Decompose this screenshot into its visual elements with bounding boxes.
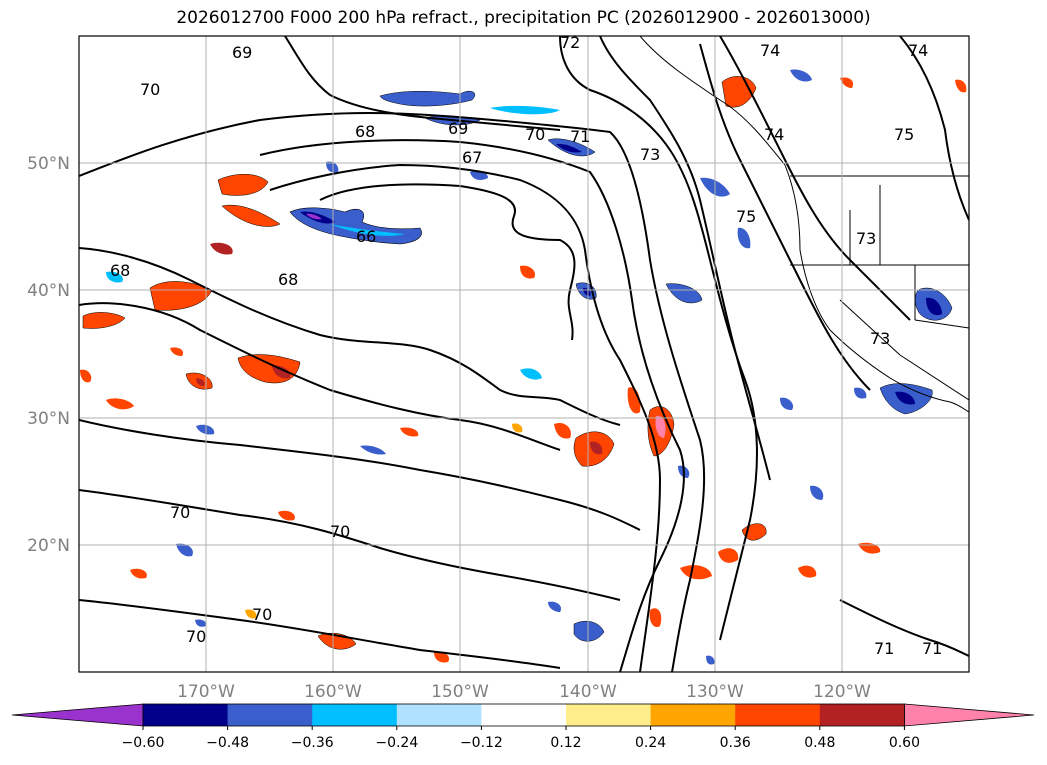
lon-label-150w: 150°W [431, 682, 489, 702]
latitude-labels: 20°N 30°N 40°N 50°N [27, 154, 70, 556]
contour-label-68-c: 68 [110, 261, 130, 280]
contour-label-71-a: 71 [570, 127, 590, 146]
colorbar-cell [819, 704, 905, 726]
colorbar-tick-label: −0.48 [206, 735, 249, 751]
contour-label-73-b: 73 [856, 229, 876, 248]
contour-label-70-b: 70 [140, 80, 160, 99]
lon-label-120w: 120°W [813, 682, 871, 702]
contour-label-69-b: 69 [232, 43, 252, 62]
contour-label-67: 67 [462, 148, 482, 167]
contour-label-71-b: 71 [874, 639, 894, 658]
colorbar-tick-label: 0.12 [550, 735, 581, 751]
contour-label-68-b: 68 [278, 270, 298, 289]
contour-label-71-c: 71 [922, 639, 942, 658]
lat-label-20n: 20°N [27, 536, 70, 556]
contour-label-69-a: 69 [448, 119, 468, 138]
lat-label-50n: 50°N [27, 154, 70, 174]
contour-labels: 66 67 68 68 68 69 69 70 70 70 70 70 70 7… [110, 33, 942, 658]
colorbar-cell [143, 704, 229, 726]
colorbar-frame [142, 703, 905, 727]
lat-label-30n: 30°N [27, 409, 70, 429]
map-panel: 66 67 68 68 68 69 69 70 70 70 70 70 70 7… [78, 33, 970, 673]
colorbar-ticks: −0.60 −0.48 −0.36 −0.24 −0.12 0.12 0.24 0.36 0.4… [122, 726, 920, 751]
colorbar-cell [396, 704, 482, 726]
lon-label-170w: 170°W [177, 682, 235, 702]
colorbar-cell [566, 704, 652, 726]
map-background [79, 36, 969, 672]
colorbar-extend-high [904, 703, 1035, 727]
lat-label-40n: 40°N [27, 281, 70, 301]
contour-label-70-f: 70 [186, 627, 206, 646]
contour-label-66: 66 [356, 227, 376, 246]
lon-label-140w: 140°W [559, 682, 617, 702]
colorbar-cell [650, 704, 736, 726]
colorbar-tick-label: 0.24 [635, 735, 666, 751]
lon-label-160w: 160°W [304, 682, 362, 702]
contour-label-74-c: 74 [908, 41, 928, 60]
contour-lines [79, 36, 969, 672]
colorbar-cell [227, 704, 313, 726]
lon-label-130w: 130°W [686, 682, 744, 702]
map-frame [78, 35, 970, 673]
map-title: 2026012700 F000 200 hPa refract., precip… [176, 8, 871, 28]
contour-label-74-a: 74 [760, 41, 780, 60]
contour-label-70-a: 70 [525, 125, 545, 144]
contour-label-75-a: 75 [736, 207, 756, 226]
colorbar-tick-label: 0.36 [720, 735, 751, 751]
colorbar-cells [11, 703, 1035, 727]
longitude-labels: 170°W 160°W 150°W 140°W 130°W 120°W [177, 682, 871, 702]
contour-label-70-d: 70 [330, 522, 350, 541]
contour-label-72: 72 [560, 33, 580, 52]
contour-label-70-e: 70 [252, 605, 272, 624]
colorbar-tick-label: −0.60 [122, 735, 165, 751]
contour-label-73-c: 73 [870, 329, 890, 348]
coastlines [639, 36, 969, 413]
colorbar-cell [312, 704, 398, 726]
colorbar-extend-low [11, 703, 144, 727]
colorbar: −0.60 −0.48 −0.36 −0.24 −0.12 0.12 0.24 0.36 0.4… [11, 703, 1035, 751]
colorbar-tick-label: −0.24 [375, 735, 418, 751]
gridlines [79, 36, 969, 672]
colorbar-cell [735, 704, 821, 726]
contour-label-75-b: 75 [894, 125, 914, 144]
colorbar-tick-label: 0.48 [804, 735, 835, 751]
contour-label-74-b: 74 [764, 125, 784, 144]
contour-label-73-a: 73 [640, 145, 660, 164]
colorbar-tick-label: −0.12 [460, 735, 503, 751]
contour-label-70-c: 70 [170, 503, 190, 522]
colorbar-cell [481, 704, 567, 726]
colorbar-tick-label: −0.36 [291, 735, 334, 751]
colorbar-tick-label: 0.60 [889, 735, 920, 751]
contour-label-68-a: 68 [355, 122, 375, 141]
